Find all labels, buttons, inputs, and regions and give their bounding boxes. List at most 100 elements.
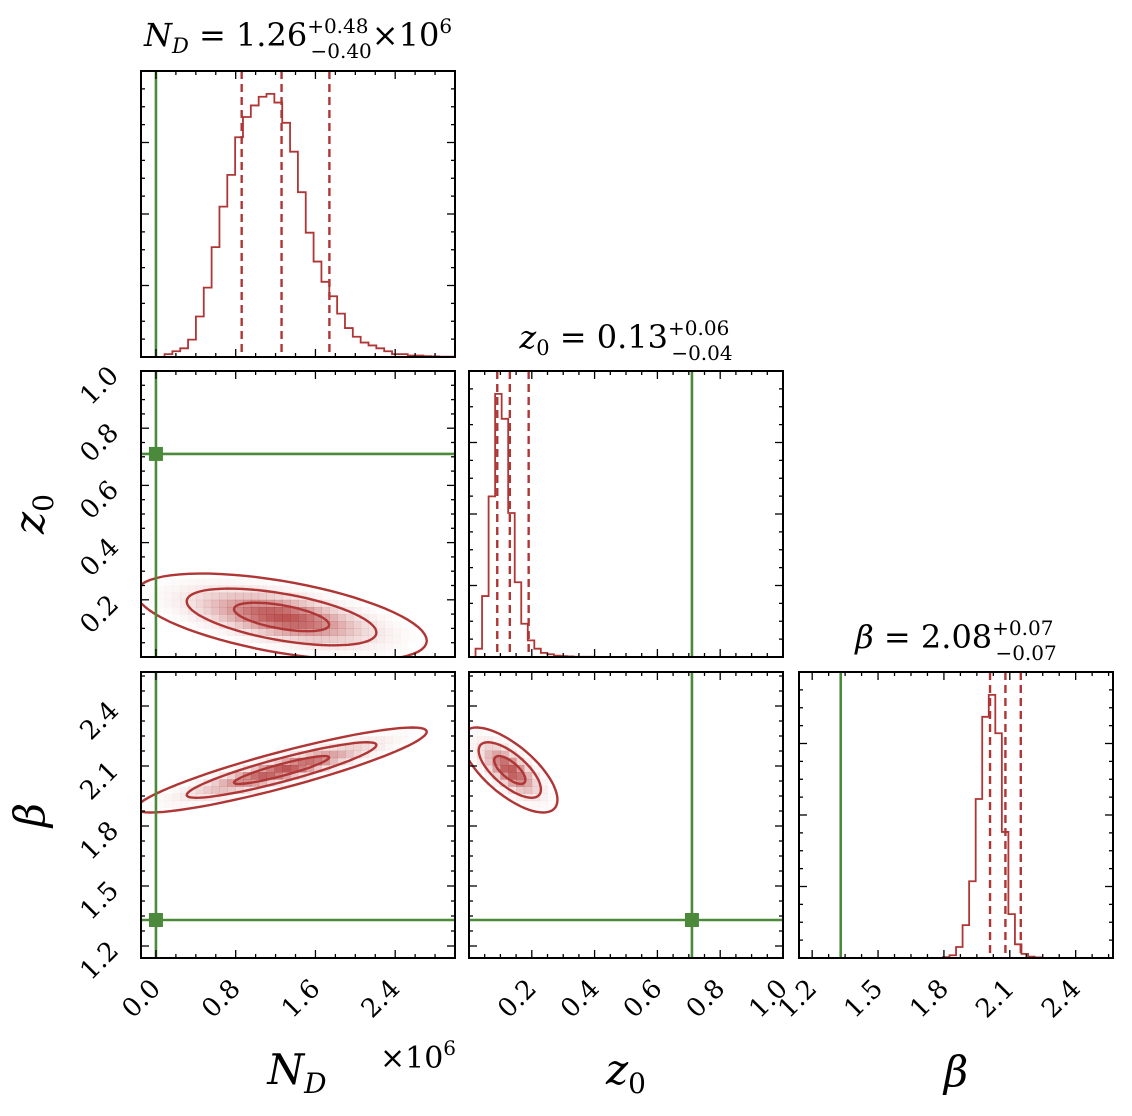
density-cell [195,592,205,601]
density-cell [313,635,322,644]
density-cell [329,599,338,608]
density-cell [384,635,393,644]
contour-N_D__beta-1 [185,740,378,800]
title-n-d: ND = 1.26+0.48 −0.40×106 [143,14,452,63]
density-cell [313,628,322,636]
density-cell [250,614,260,622]
density-cell [290,635,299,644]
density-cell [274,764,283,773]
density-cell [243,635,252,644]
density-cell [235,592,244,601]
density-cell [250,786,260,794]
density-cell [172,606,181,615]
density-cell [211,599,220,608]
density-cell [250,628,260,636]
density-cell [508,779,517,787]
density-cell [500,757,509,766]
density-cell [211,786,220,794]
density-cell [360,614,370,622]
density-cell [203,614,213,622]
density-cell [345,600,353,608]
density-cell [531,786,541,794]
density-cell [305,599,315,608]
contour-N_D__beta-2 [141,726,429,814]
density-cell [345,614,354,622]
density-cell [235,772,244,780]
density-cell [235,578,243,586]
density-cell [523,772,533,780]
density-cell [219,592,228,601]
density-cell [211,578,220,586]
density-cell [384,736,393,744]
x-axis-label-beta: β [942,1047,968,1096]
density-cell [313,592,322,601]
density-cell [476,736,486,744]
density-cell [492,750,501,759]
density-cell [274,592,283,601]
contour-z0__beta-2 [469,726,559,814]
panel-z0-vs-beta [468,671,784,959]
y-tick-label-beta-3: 2.1 [74,756,124,806]
density-cell [282,599,291,608]
truth-marker-N_D__beta [148,913,163,927]
density-cell [282,642,291,651]
density-cell [345,750,354,759]
density-cell [164,592,173,601]
density-cell [400,636,408,644]
density-cell [384,621,393,629]
density-cell [195,786,205,794]
density-cell [376,642,385,651]
density-cell [352,743,362,752]
density-cell [266,585,275,594]
title-beta: β = 2.08+0.07 −0.07 [854,616,1057,665]
density-cell [211,614,220,622]
density-cell [172,599,181,608]
density-cell [188,614,197,622]
density-cell [516,786,525,794]
density-cell [352,642,362,651]
density-cell [400,736,408,744]
density-cell [227,599,236,608]
density-cell [219,793,228,802]
density-cell [360,743,370,752]
density-cell [235,764,244,773]
density-cell [329,606,338,615]
density-cell [548,794,556,802]
density-cell [484,772,493,780]
density-cell [274,643,282,651]
density-cell [360,621,370,629]
density-cell [250,635,260,644]
density-cell [290,614,299,622]
y-tick-label-z0-3: 0.8 [74,418,124,468]
density-cell [305,606,315,615]
density-cell [243,606,252,615]
density-cell [345,736,354,744]
density-cell [384,614,392,622]
density-cell [298,586,306,594]
density-cell [313,599,322,608]
density-cell [305,635,315,644]
density-cell [400,729,408,737]
density-cell [290,642,299,651]
density-cell [157,586,165,594]
density-cell [298,635,307,644]
density-cell [392,729,400,737]
density-cell [250,606,260,615]
density-cell [211,793,220,802]
density-cell [484,750,493,759]
density-cell [477,729,485,737]
density-cell [337,750,346,759]
density-cell [376,635,385,644]
x-axis-label-n-d: ND [266,1045,326,1100]
density-cell [337,635,346,644]
density-cell [235,621,244,629]
y-axis-label-beta: β [5,803,54,829]
y-tick-label-beta-0: 1.2 [74,936,124,986]
density-cell [368,642,377,651]
density-cell [203,786,213,794]
panel-n-d-vs-beta [140,671,456,959]
density-cell [203,578,213,586]
density-cell [203,599,213,608]
density-cell [165,607,173,615]
density-cell [337,757,346,766]
